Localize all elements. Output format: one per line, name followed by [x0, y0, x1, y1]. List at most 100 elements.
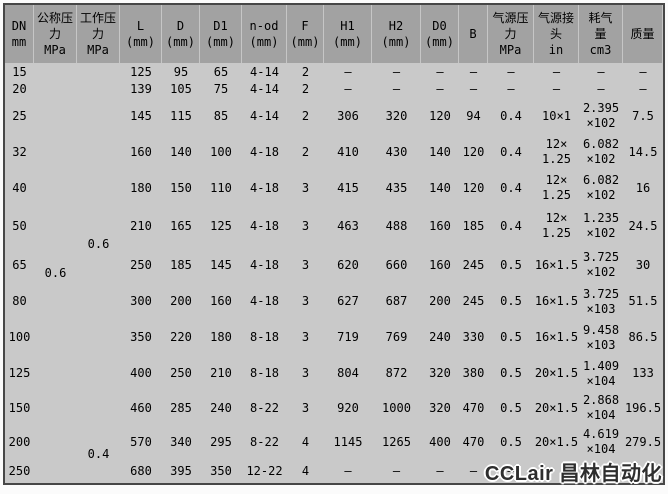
table-cell: 3 — [301, 294, 310, 308]
table-cell: 463 — [337, 218, 359, 233]
table-cell: 94 — [466, 108, 481, 123]
table-cell: – — [507, 64, 515, 79]
table-cell: 200 — [170, 294, 192, 308]
table-cell: 0.5 — [500, 294, 522, 308]
table-cell: 1265 — [382, 434, 411, 449]
table-cell: 380 — [462, 366, 485, 380]
table-cell: 350 — [210, 463, 232, 478]
table-cell: 120 — [462, 144, 485, 159]
table-cell: 9.458 ×103 — [582, 322, 620, 352]
table-cell: 14.5 — [628, 144, 658, 159]
table-cell: 3 — [301, 330, 310, 344]
table-cell: 30 — [635, 257, 651, 272]
table-cell: 6.082 ×102 — [582, 173, 620, 202]
table-cell: 0.5 — [500, 257, 522, 272]
table-cell: 20×1.5 — [534, 434, 579, 449]
table-cell: 160 — [130, 144, 152, 159]
table-cell: 196.5 — [624, 400, 662, 415]
dn-cell: 250 — [8, 463, 31, 478]
table-cell: 320 — [429, 400, 451, 415]
table-cell: 435 — [385, 180, 408, 195]
table-cell: 8-18 — [250, 330, 279, 344]
table-cell: 105 — [170, 82, 192, 96]
table-cell: – — [639, 64, 647, 79]
table-cell: 85 — [213, 108, 229, 123]
dn-cell: 20 — [12, 82, 27, 96]
table-cell: – — [639, 82, 647, 96]
table-cell: 3.725 ×103 — [582, 286, 620, 316]
table-cell: – — [507, 463, 515, 478]
table-cell: 410 — [337, 144, 359, 159]
table-cell: 1145 — [333, 434, 363, 449]
table-cell: 140 — [429, 144, 451, 159]
table-cell: 660 — [385, 257, 408, 272]
table-cell: 4-18 — [250, 257, 279, 272]
header-cell-1: DN mm — [5, 5, 34, 63]
header-cell-3: 工作压 力 MPa — [77, 5, 120, 63]
table-cell: 125 — [210, 218, 232, 233]
header-cell-5: D (mm) — [162, 5, 200, 63]
table-cell: 400 — [130, 366, 152, 380]
table-cell: 430 — [385, 144, 408, 159]
header-cell-8: F (mm) — [287, 5, 324, 63]
header-cell-4: L (mm) — [120, 5, 162, 63]
table-cell: 20×1.5 — [534, 366, 579, 380]
table-cell: – — [344, 463, 352, 478]
table-cell: 0.5 — [500, 366, 522, 380]
table-cell: 210 — [130, 218, 152, 233]
table-cell: 804 — [337, 366, 359, 380]
dn-cell: 150 — [8, 400, 31, 415]
table-cell: 165 — [170, 218, 192, 233]
header-cell-7: n-od (mm) — [242, 5, 287, 63]
table-cell: 160 — [210, 294, 232, 308]
dn-cell: 125 — [8, 366, 31, 380]
table-cell: 627 — [337, 294, 359, 308]
table-cell: 350 — [130, 330, 152, 344]
table-cell: 2 — [301, 82, 310, 96]
table-cell: 2 — [301, 64, 310, 79]
table-cell: 150 — [170, 180, 192, 195]
table-cell: 12-22 — [246, 463, 283, 478]
spec-table-frame: DN mm 公称压 力 MPa 工作压 力 MPa L (mm) D (mm) D1 (m… — [3, 3, 665, 485]
table-cell: 1000 — [382, 400, 411, 415]
table-cell: 2.395 ×102 — [582, 101, 620, 130]
dn-cell: 200 — [8, 434, 31, 449]
table-cell: 16×1.5 — [534, 294, 579, 308]
table-cell: 3 — [301, 366, 310, 380]
table-cell: 306 — [337, 108, 359, 123]
watermark: CCLair 昌林自动化 — [484, 463, 662, 485]
table-cell: 120 — [462, 180, 485, 195]
table-cell: 4 — [301, 434, 310, 449]
table-cell: 4-18 — [250, 144, 279, 159]
table-cell: – — [436, 64, 444, 79]
table-cell: 0.5 — [500, 434, 522, 449]
table-cell: 250 — [170, 366, 192, 380]
table-cell: 180 — [130, 180, 152, 195]
table-cell: – — [552, 82, 561, 96]
dn-cell: 40 — [12, 180, 27, 195]
table-cell: 160 — [429, 218, 451, 233]
table-cell: – — [597, 64, 605, 79]
table-cell: 4-14 — [250, 108, 279, 123]
header-cell-9: H1 (mm) — [324, 5, 372, 63]
header-cell-2: 公称压 力 MPa — [34, 5, 77, 63]
table-cell: 0.4 — [500, 218, 522, 233]
table-cell: – — [469, 463, 478, 478]
table-cell: 24.5 — [628, 218, 658, 233]
table-cell: 769 — [385, 330, 408, 344]
table-cell: 145 — [210, 257, 232, 272]
header-cell-16: 质量 — [623, 5, 663, 63]
table-cell: 4-18 — [250, 294, 279, 308]
header-cell-6: D1 (mm) — [200, 5, 242, 63]
table-cell: 8-22 — [250, 434, 279, 449]
table-cell: 185 — [170, 257, 192, 272]
header-cell-11: D0 (mm) — [421, 5, 459, 63]
table-cell: 279.5 — [624, 434, 662, 449]
merged-cell-nominal-pressure: 0.6 — [44, 265, 67, 280]
table-cell: – — [436, 82, 444, 96]
table-cell: 220 — [170, 330, 192, 344]
table-cell: 488 — [385, 218, 408, 233]
table-cell: 240 — [210, 400, 232, 415]
table-cell: 65 — [213, 64, 229, 79]
table-cell: 285 — [170, 400, 192, 415]
